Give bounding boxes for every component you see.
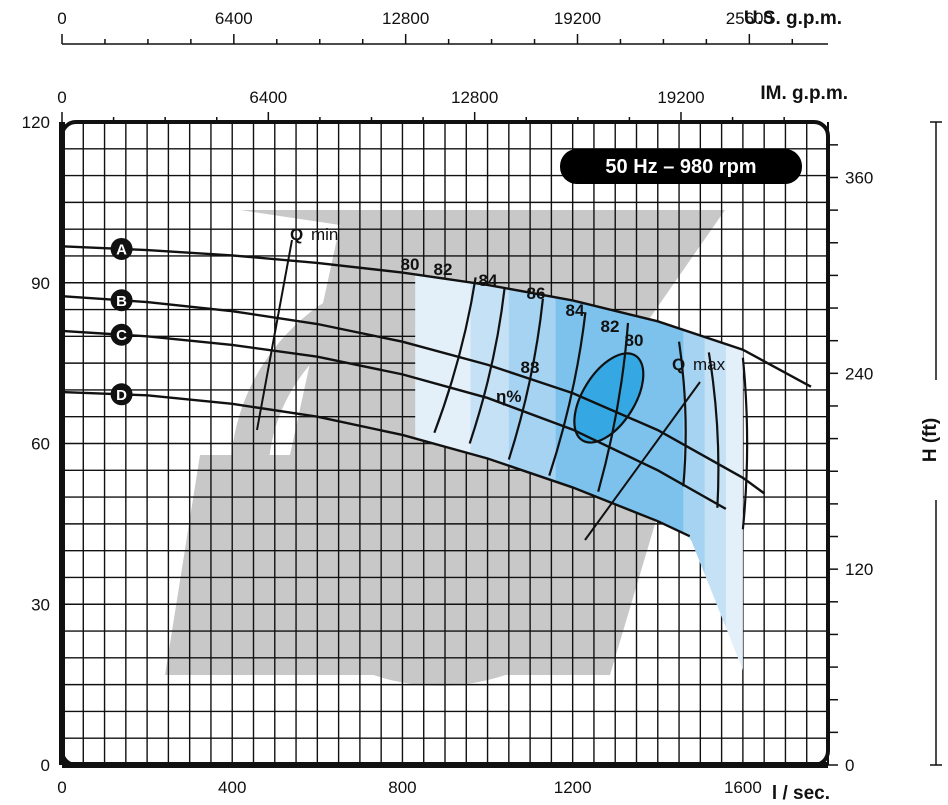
- x-tick-label: 1600: [724, 778, 762, 797]
- top-axis-tick-label: 0: [57, 88, 66, 107]
- pump-curves: [61, 245, 812, 538]
- efficiency-symbol: η%: [496, 387, 522, 406]
- curve-marker-label: B: [116, 293, 127, 310]
- efficiency-labels: 80 82 84 86 84 82 80 88: [401, 255, 644, 377]
- efficiency-regions: [415, 274, 749, 671]
- curve-marker-dot: [110, 289, 133, 312]
- pump-curve-a: [61, 245, 812, 388]
- y-tick-label: 30: [31, 595, 50, 614]
- efficiency-contour: [741, 357, 749, 530]
- efficiency-label: 86: [527, 284, 546, 303]
- y2-tick-label: 360: [845, 168, 873, 187]
- curve-marker-label: D: [116, 387, 127, 404]
- efficiency-contour: [707, 352, 720, 508]
- y-tick-label: 0: [41, 756, 50, 775]
- speed-badge: 50 Hz – 980 rpm: [560, 149, 802, 184]
- qmax-label-bold: Q: [672, 355, 685, 374]
- curve-marker-dot: [110, 323, 133, 346]
- top-axis-tick-label: 19200: [554, 9, 601, 28]
- curve-marker-dot: [110, 383, 133, 406]
- curve-marker-label: A: [116, 241, 127, 258]
- y-tick-label: 90: [31, 274, 50, 293]
- top-axis-tick-label: 0: [57, 9, 66, 28]
- efficiency-label: 84: [566, 301, 585, 320]
- top-axis-tick-label: 12800: [451, 88, 498, 107]
- x-tick-label: 400: [218, 778, 246, 797]
- efficiency-contour: [677, 341, 687, 487]
- curve-marker-label: C: [116, 327, 127, 344]
- efficiency-label: 80: [401, 255, 420, 274]
- curve-marker-a: A: [110, 237, 133, 260]
- x-axis-label: l / sec.: [772, 783, 830, 804]
- efficiency-contour: [433, 277, 477, 434]
- top-axis-tick-label: 6400: [215, 9, 253, 28]
- qmin-label: Q min: [290, 225, 338, 244]
- efficiency-label: 82: [601, 317, 620, 336]
- pump-curve-d: [61, 390, 691, 538]
- y2-tick-label: 240: [845, 364, 873, 383]
- top-axis-us-label: U.S. g.p.m.: [744, 8, 842, 29]
- qmin-line: [256, 239, 293, 431]
- x-tick-label: 800: [388, 778, 416, 797]
- qmax-label-rest: max: [693, 355, 726, 374]
- y-tick-label: 120: [22, 113, 50, 132]
- qmax-line: [584, 381, 701, 541]
- efficiency-label: 80: [625, 331, 644, 350]
- qmin-label-rest: min: [311, 225, 338, 244]
- curve-marker-b: B: [110, 289, 133, 312]
- curve-marker-c: C: [110, 323, 133, 346]
- y2-axis-label: H (ft): [920, 418, 941, 462]
- chart-title: 50 Hz – 980 rpm: [605, 156, 756, 178]
- efficiency-label: 88: [521, 358, 540, 377]
- top-axis-tick-label: 25600: [726, 9, 773, 28]
- top-axis-tick-label: 6400: [249, 88, 287, 107]
- top-axis-im-label: IM. g.p.m.: [760, 83, 848, 104]
- pump-curve-b: [61, 294, 765, 495]
- curve-markers: A BC D: [110, 237, 133, 406]
- efficiency-contour: [597, 322, 630, 493]
- y-tick-label: 60: [31, 435, 50, 454]
- x-tick-label: 0: [57, 778, 66, 797]
- curve-marker-d: D: [110, 383, 133, 406]
- x-tick-label: 1200: [554, 778, 592, 797]
- curve-marker-dot: [110, 237, 133, 260]
- efficiency-region-88: [573, 352, 645, 444]
- y2-tick-label: 120: [845, 560, 873, 579]
- qmax-label: Q max: [672, 355, 726, 374]
- top-axis-tick-label: 12800: [382, 9, 429, 28]
- y2-tick-label: 0: [845, 756, 854, 775]
- efficiency-label: 82: [434, 260, 453, 279]
- qmin-label-bold: Q: [290, 225, 303, 244]
- efficiency-label: 84: [479, 271, 498, 290]
- top-axis-tick-label: 19200: [657, 88, 704, 107]
- pump-curve-c: [61, 329, 727, 510]
